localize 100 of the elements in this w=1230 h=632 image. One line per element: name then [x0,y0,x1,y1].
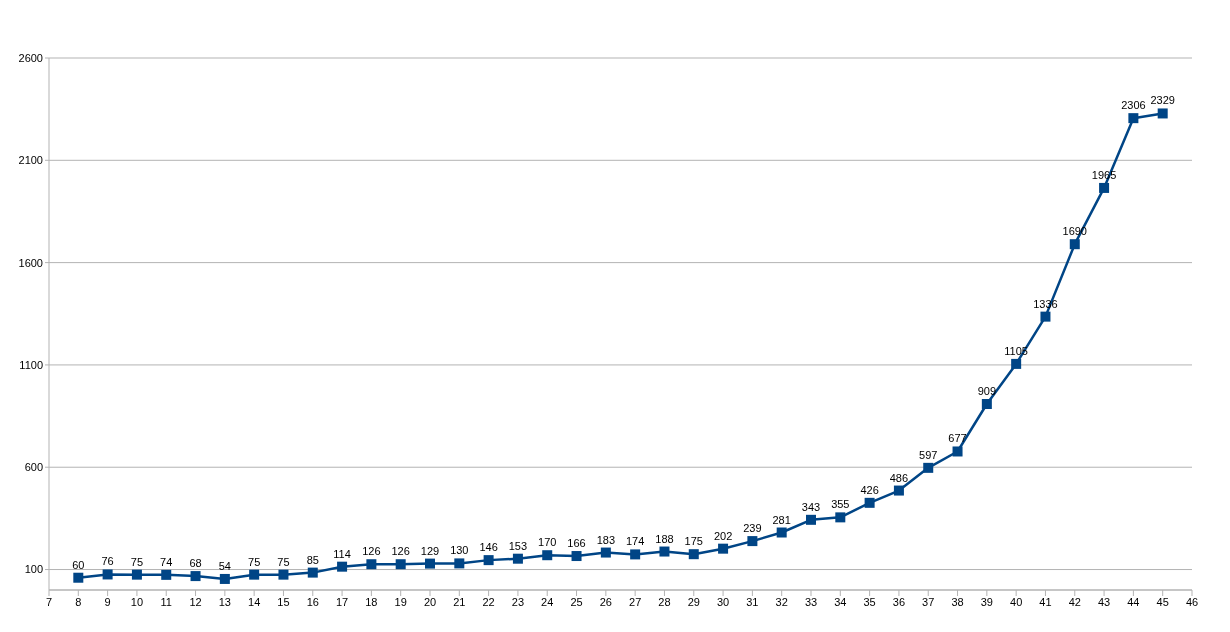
x-tick-label: 27 [629,595,642,608]
point [600,547,611,558]
data-label: 60 [72,558,85,571]
data-label: 166 [567,537,586,550]
point [776,527,787,538]
point [454,558,465,569]
point [249,569,260,580]
x-tick-label: 42 [1068,595,1081,608]
point [483,555,494,566]
point [747,536,758,547]
x-tick-label: 22 [482,595,495,608]
x-tick-label: 24 [541,595,554,608]
point [1040,311,1051,322]
x-tick-label: 39 [980,595,993,608]
data-label: 126 [391,545,410,558]
x-tick-label: 9 [104,595,111,608]
data-label: 146 [479,541,498,554]
point [1069,239,1080,250]
x-tick-label: 25 [570,595,583,608]
point [219,573,230,584]
x-tick-label: 12 [189,595,202,608]
x-tick-label: 26 [599,595,612,608]
x-tick-label: 31 [746,595,759,608]
x-tick-label: 38 [951,595,964,608]
x-tick-label: 8 [75,595,82,608]
point [864,497,875,508]
x-tick-label: 16 [306,595,319,608]
data-label: 54 [218,559,231,572]
x-tick-label: 43 [1097,595,1111,608]
point [718,543,729,554]
data-label: 153 [508,539,528,552]
x-tick-label: 36 [892,595,906,608]
data-label: 2306 [1121,99,1146,112]
data-label: 188 [655,532,674,545]
data-label: 2329 [1150,94,1175,107]
y-tick-label: 1600 [18,256,43,269]
point [278,569,289,580]
x-tick-label: 46 [1185,595,1199,608]
point [131,569,142,580]
point [1011,358,1022,369]
data-label: 170 [538,536,557,549]
data-label: 75 [130,555,144,568]
point [512,553,523,564]
x-tick-label: 14 [248,595,261,608]
data-label: 281 [772,513,791,526]
x-tick-label: 15 [277,595,290,608]
x-tick-label: 18 [365,595,378,608]
x-tick-label: 28 [658,595,671,608]
point [366,559,377,570]
x-tick-label: 34 [834,595,847,608]
x-tick-label: 37 [922,595,935,608]
data-label: 75 [248,555,261,568]
x-tick-label: 33 [804,595,818,608]
x-tick-label: 23 [511,595,525,608]
data-label: 174 [625,535,645,548]
data-label: 75 [277,555,290,568]
data-label: 343 [801,500,821,513]
point [73,572,84,583]
point [161,569,172,580]
data-label: 426 [860,483,879,496]
data-label: 239 [743,522,762,535]
x-tick-label: 19 [394,595,407,608]
x-tick-label: 29 [687,595,700,608]
data-label: 76 [101,555,114,568]
point [893,485,904,496]
data-label: 202 [713,529,733,542]
x-tick-label: 41 [1039,595,1052,608]
y-tick-label: 100 [24,563,43,576]
point [981,399,992,410]
data-label: 126 [362,545,381,558]
data-label: 68 [189,557,202,570]
point [190,571,201,582]
point [688,549,699,560]
point [395,559,406,570]
x-tick-label: 11 [160,595,172,608]
point [542,550,553,561]
x-tick-label: 21 [453,595,466,608]
x-tick-label: 20 [423,595,437,608]
x-tick-label: 10 [130,595,144,608]
data-label: 114 [333,547,351,560]
x-tick-label: 40 [1010,595,1023,608]
data-label: 85 [306,553,319,566]
point [1128,113,1139,124]
data-label: 355 [831,498,850,511]
point [806,514,816,525]
point [630,549,641,560]
data-label: 486 [889,471,909,484]
data-label: 74 [160,555,173,568]
x-tick-label: 13 [218,595,231,608]
x-tick-label: 17 [335,595,349,608]
x-tick-label: 44 [1127,595,1140,608]
point [1099,182,1110,193]
x-tick-label: 35 [863,595,876,608]
y-tick-label: 600 [24,461,43,474]
data-label: 129 [420,544,440,557]
point [425,558,435,569]
y-tick-label: 1100 [19,358,43,371]
point [337,561,348,572]
y-tick-label: 2600 [18,51,43,64]
y-tick-label: 2100 [18,154,43,167]
